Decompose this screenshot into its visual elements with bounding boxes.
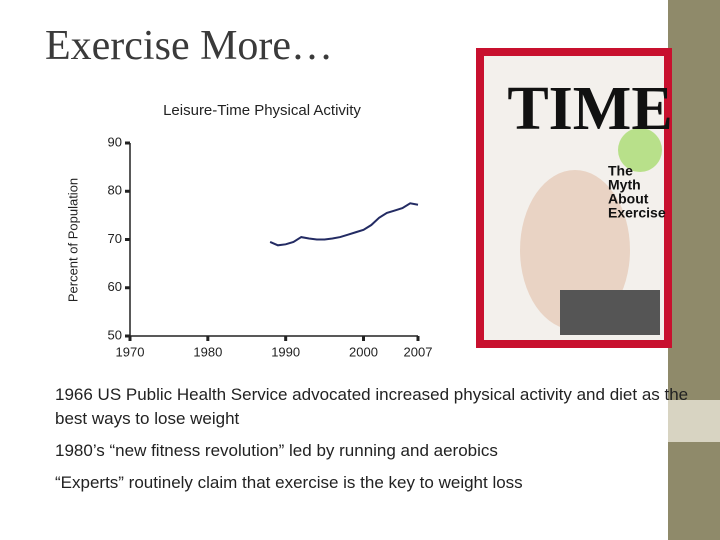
- cover-headline: Exercise: [608, 205, 666, 221]
- x-tick-label: 2007: [404, 344, 433, 359]
- cover-masthead: TIME: [507, 75, 672, 143]
- y-tick-label: 90: [108, 134, 122, 149]
- chart-title: Leisure-Time Physical Activity: [163, 102, 361, 119]
- bullet: 1980’s “new fitness revolution” led by r…: [55, 441, 498, 460]
- x-tick-label: 1990: [271, 344, 300, 359]
- y-tick-label: 80: [108, 183, 122, 198]
- bullet-list: 1966 US Public Health Service advocated …: [55, 383, 695, 503]
- x-tick-label: 2000: [349, 344, 378, 359]
- cover-headline: The: [608, 163, 633, 179]
- y-tick-label: 70: [108, 231, 122, 246]
- slide-title: Exercise More…: [45, 23, 334, 69]
- x-tick-label: 1970: [116, 344, 145, 359]
- y-axis-label: Percent of Population: [65, 178, 80, 302]
- y-tick-label: 60: [108, 279, 122, 294]
- y-tick-label: 50: [108, 327, 122, 342]
- cover-headline: Myth: [608, 177, 641, 193]
- data-line: [269, 202, 419, 247]
- cover-cupcake: [618, 128, 662, 172]
- cover-treadmill: [560, 290, 660, 335]
- side-block: [668, 400, 720, 442]
- side-bar: [668, 0, 720, 540]
- bullet: 1966 US Public Health Service advocated …: [55, 385, 689, 428]
- bullet: “Experts” routinely claim that exercise …: [55, 473, 523, 492]
- x-tick-label: 1980: [193, 344, 222, 359]
- cover-headline: About: [608, 191, 649, 207]
